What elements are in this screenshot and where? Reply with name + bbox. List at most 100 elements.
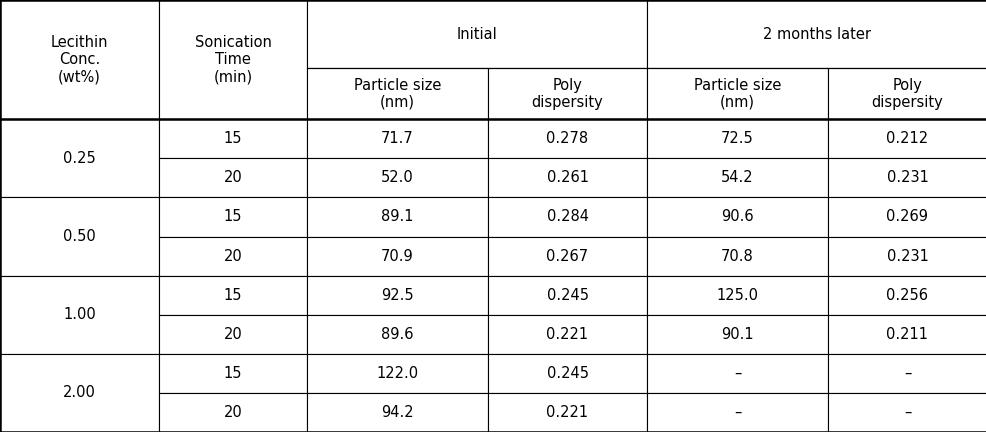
Text: 0.25: 0.25 [63, 151, 96, 166]
Text: Poly
dispersity: Poly dispersity [871, 78, 943, 110]
Text: 0.231: 0.231 [885, 248, 928, 264]
Bar [647, 237, 827, 276]
Text: 20: 20 [224, 405, 243, 420]
Bar [159, 393, 307, 432]
Text: Sonication
Time
(min): Sonication Time (min) [194, 35, 271, 85]
Bar [159, 197, 307, 237]
Text: 15: 15 [224, 210, 242, 225]
Bar [647, 0, 986, 68]
Bar [647, 197, 827, 237]
Text: 0.269: 0.269 [885, 210, 928, 225]
Bar [487, 68, 647, 119]
Text: 94.2: 94.2 [381, 405, 413, 420]
Bar [827, 276, 986, 315]
Bar [307, 237, 487, 276]
Text: 125.0: 125.0 [716, 288, 757, 303]
Bar [0, 276, 159, 354]
Bar [0, 197, 159, 276]
Text: 2.00: 2.00 [63, 385, 96, 400]
Bar [159, 158, 307, 197]
Text: Particle size
(nm): Particle size (nm) [693, 78, 780, 110]
Text: 0.261: 0.261 [546, 170, 588, 185]
Text: –: – [733, 405, 740, 420]
Text: 0.221: 0.221 [546, 327, 588, 342]
Bar [827, 158, 986, 197]
Text: Poly
dispersity: Poly dispersity [531, 78, 602, 110]
Text: –: – [903, 405, 910, 420]
Bar [159, 0, 307, 119]
Bar [827, 237, 986, 276]
Bar [487, 393, 647, 432]
Bar [827, 354, 986, 393]
Text: Particle size
(nm): Particle size (nm) [354, 78, 441, 110]
Text: 15: 15 [224, 288, 242, 303]
Bar [827, 68, 986, 119]
Bar [0, 0, 159, 119]
Bar [487, 315, 647, 354]
Bar [487, 276, 647, 315]
Text: 0.278: 0.278 [546, 131, 588, 146]
Bar [647, 276, 827, 315]
Bar [647, 354, 827, 393]
Text: 20: 20 [224, 170, 243, 185]
Bar [159, 315, 307, 354]
Text: 71.7: 71.7 [381, 131, 413, 146]
Text: 2 months later: 2 months later [762, 27, 870, 41]
Text: 0.267: 0.267 [546, 248, 588, 264]
Text: 0.212: 0.212 [885, 131, 928, 146]
Text: 15: 15 [224, 131, 242, 146]
Bar [307, 354, 487, 393]
Text: 89.1: 89.1 [381, 210, 413, 225]
Text: 0.50: 0.50 [63, 229, 96, 244]
Text: 52.0: 52.0 [381, 170, 413, 185]
Bar [827, 119, 986, 158]
Bar [827, 315, 986, 354]
Text: 15: 15 [224, 366, 242, 381]
Bar [307, 276, 487, 315]
Bar [307, 315, 487, 354]
Text: 89.6: 89.6 [381, 327, 413, 342]
Text: –: – [903, 366, 910, 381]
Text: 90.1: 90.1 [721, 327, 753, 342]
Bar [647, 68, 827, 119]
Bar [307, 197, 487, 237]
Text: 1.00: 1.00 [63, 307, 96, 322]
Bar [487, 354, 647, 393]
Bar [307, 0, 647, 68]
Text: 72.5: 72.5 [721, 131, 753, 146]
Bar [827, 393, 986, 432]
Bar [647, 119, 827, 158]
Bar [487, 237, 647, 276]
Bar [0, 354, 159, 432]
Text: 70.8: 70.8 [721, 248, 753, 264]
Text: 54.2: 54.2 [721, 170, 753, 185]
Bar [159, 237, 307, 276]
Text: 70.9: 70.9 [381, 248, 413, 264]
Text: Initial: Initial [457, 27, 497, 41]
Bar [307, 393, 487, 432]
Bar [159, 354, 307, 393]
Text: 0.245: 0.245 [546, 366, 588, 381]
Bar [487, 158, 647, 197]
Bar [307, 158, 487, 197]
Bar [647, 393, 827, 432]
Text: 0.231: 0.231 [885, 170, 928, 185]
Bar [159, 276, 307, 315]
Text: 20: 20 [224, 327, 243, 342]
Bar [159, 119, 307, 158]
Text: 0.256: 0.256 [885, 288, 928, 303]
Bar [487, 197, 647, 237]
Text: 0.221: 0.221 [546, 405, 588, 420]
Bar [307, 68, 487, 119]
Text: 20: 20 [224, 248, 243, 264]
Text: 0.284: 0.284 [546, 210, 588, 225]
Bar [0, 119, 159, 197]
Text: 122.0: 122.0 [376, 366, 418, 381]
Text: 90.6: 90.6 [721, 210, 753, 225]
Text: –: – [733, 366, 740, 381]
Text: Lecithin
Conc.
(wt%): Lecithin Conc. (wt%) [50, 35, 108, 85]
Bar [487, 119, 647, 158]
Text: 0.211: 0.211 [885, 327, 928, 342]
Bar [827, 197, 986, 237]
Bar [647, 158, 827, 197]
